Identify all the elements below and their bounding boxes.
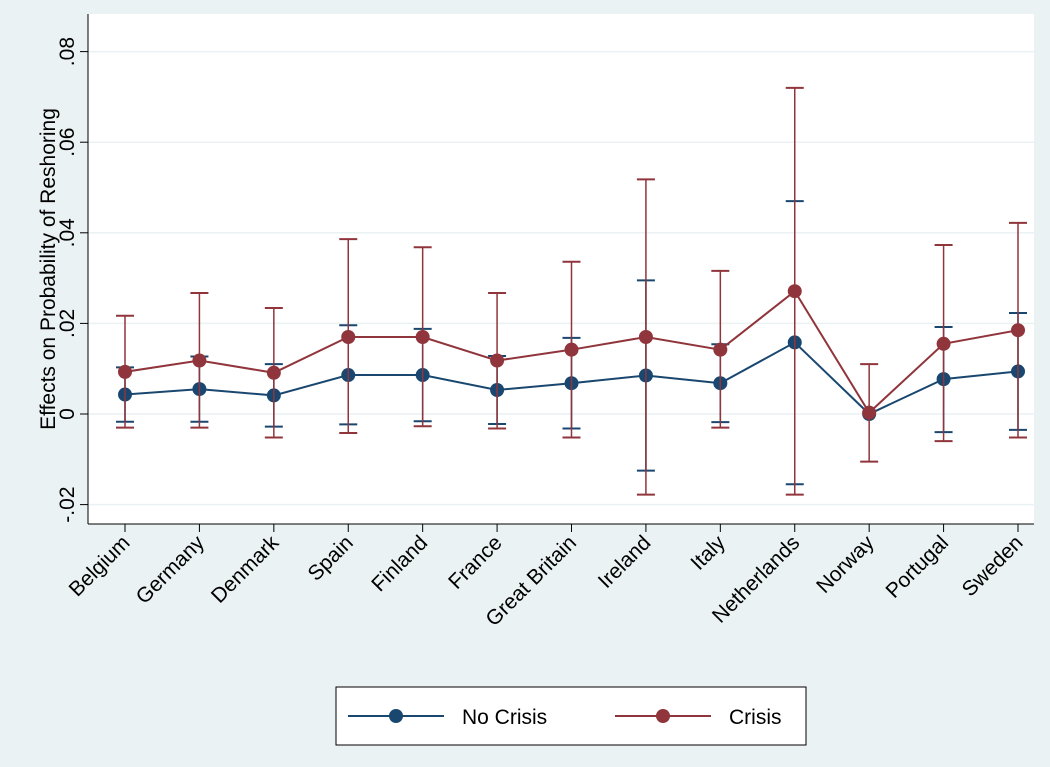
data-point <box>266 365 281 380</box>
plot-area <box>88 14 1034 524</box>
y-tick-label: .02 <box>56 309 79 338</box>
y-tick-label: .04 <box>56 218 79 248</box>
x-tick-label: Spain <box>304 531 358 585</box>
x-tick-label: Belgium <box>65 531 135 601</box>
series-layer <box>116 86 1027 496</box>
legend-swatch-no-crisis-marker <box>389 709 403 723</box>
legend: No Crisis Crisis <box>335 686 807 746</box>
y-tick-label: -.02 <box>56 487 79 523</box>
series-crisis <box>116 86 1027 496</box>
grid <box>88 50 1034 506</box>
data-point <box>192 353 207 368</box>
x-tick-label: Italy <box>686 531 730 575</box>
x-tick-label: Norway <box>812 531 879 598</box>
x-tick-label: Germany <box>132 531 210 609</box>
x-tick-label: France <box>444 531 506 593</box>
y-tick-label: .06 <box>56 128 79 157</box>
legend-swatch-crisis-marker <box>656 709 670 723</box>
data-point <box>713 342 728 357</box>
x-tick-label: Portugal <box>882 531 954 603</box>
data-point <box>787 284 802 299</box>
data-point <box>862 405 877 420</box>
y-axis-title: Effects on Probability of Reshoring <box>37 108 60 430</box>
data-point <box>564 342 579 357</box>
data-point <box>118 364 132 379</box>
y-tick-label: 0 <box>56 408 79 420</box>
legend-label-crisis: Crisis <box>729 706 782 729</box>
data-point <box>415 329 430 344</box>
legend-label-no-crisis: No Crisis <box>462 706 547 729</box>
data-point <box>638 329 653 344</box>
y-axis: -.02 0 .02 .04 .06 .08 <box>56 14 89 524</box>
x-tick-label: Ireland <box>594 531 656 593</box>
y-tick-label: .08 <box>56 37 79 66</box>
data-point <box>341 329 356 344</box>
data-point <box>1011 323 1025 338</box>
x-tick-label: Sweden <box>958 531 1028 601</box>
x-tick-label: Denmark <box>207 531 284 608</box>
data-point <box>936 336 951 351</box>
x-tick-label: Finland <box>367 531 432 596</box>
data-point <box>490 353 505 368</box>
